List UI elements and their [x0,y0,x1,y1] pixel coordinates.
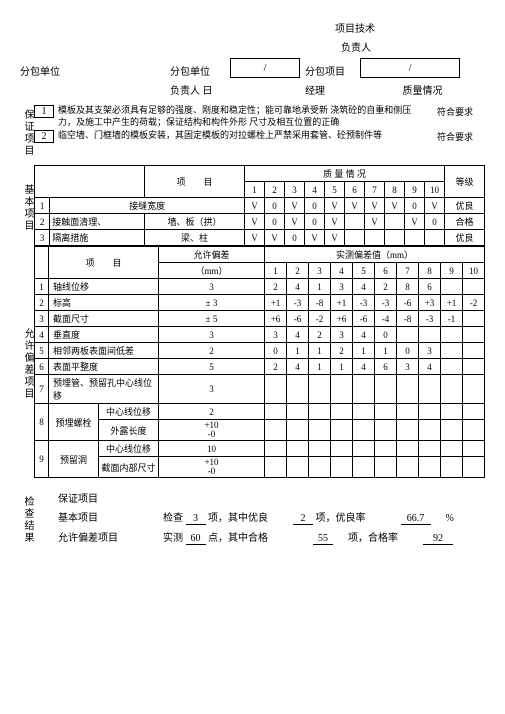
sub-unit-label: 分包单位 [20,63,60,78]
summary-line2: 基本项目 检查 3 项，其中优良 2 项，优良率 66.7 % [58,509,485,525]
sub-proj-label: 分包项目 [305,63,345,78]
basic-vlabel: 基本项目 [20,165,34,246]
s2g: 66.7 [401,513,431,525]
s2a: 基本项目 [58,513,98,524]
s3b: 实测 [163,533,183,544]
box1: / [230,58,300,78]
deviation-table: 项 目允许偏差实测偏差值（mm）（mm）123456789101轴线位移3241… [34,246,485,478]
basic-table: 项 目质 量 情 况等级123456789101接缝宽度V0V0VVVV0V优良… [34,165,485,246]
person-date-label: 负责人 日 [170,82,213,97]
s2c: 3 [186,513,206,525]
s3c: 60 [186,533,206,545]
guarantee-row: 2 临空墙、门框墙的模板安装，其固定模板的对拉螺栓上严禁采用套管、砼预制件等 符… [34,130,485,143]
s2e: 2 [293,513,313,525]
quality-label: 质量情况 [403,82,443,97]
tech-label2: 负责人 [341,39,371,54]
s3e: 55 [313,533,333,545]
summary-section: 检查结果 保证项目 基本项目 检查 3 项，其中优良 2 项，优良率 66.7 … [20,486,485,549]
guarantee-text: 模板及其支架必须具有足够的强度、刚度和稳定性；能可靠地承受新 浇筑砼的自重和侧压… [58,105,425,128]
s3f: 项，合格率 [348,533,398,544]
s2d: 项，其中优良 [208,513,268,524]
deviation-section: 允许偏差项目 项 目允许偏差实测偏差值（mm）（mm）123456789101轴… [20,246,485,478]
summary-line1: 保证项目 [58,490,485,505]
guarantee-vlabel: 保证项目 [20,105,34,157]
guarantee-row: 1 模板及其支架必须具有足够的强度、刚度和稳定性；能可靠地承受新 浇筑砼的自重和… [34,105,485,128]
box2: / [360,58,460,78]
s2b: 检查 [163,513,183,524]
basic-section: 基本项目 项 目质 量 情 况等级123456789101接缝宽度V0V0VVV… [20,165,485,246]
s2f: 项，优良率 [316,513,366,524]
guarantee-result: 符合要求 [425,105,485,118]
guarantee-text: 临空墙、门框墙的模板安装，其固定模板的对拉螺栓上严禁采用套管、砼预制件等 [58,130,425,142]
guarantee-num: 2 [34,130,54,143]
summary-vlabel: 检查结果 [20,486,34,549]
tech-label1: 项目技术 [335,20,375,35]
guarantee-result: 符合要求 [425,130,485,143]
summary-line3: 允许偏差项目 实测 60 点，其中合格 55 项，合格率 92 [58,529,485,545]
manager-label: 经理 [305,82,325,97]
deviation-vlabel: 允许偏差项目 [20,246,34,478]
s2h: % [446,513,454,524]
guarantee-num: 1 [34,105,54,118]
s3d: 点，其中合格 [208,533,268,544]
s3g: 92 [423,533,453,545]
header-block: 项目技术 负责人 分包单位 分包单位 / 分包项目 / 负责人 日 经理 质量情… [20,20,485,97]
s3a: 允许偏差项目 [58,533,118,544]
guarantee-section: 保证项目 1 模板及其支架必须具有足够的强度、刚度和稳定性；能可靠地承受新 浇筑… [20,105,485,157]
sub-unit-person-label: 分包单位 [170,63,210,78]
